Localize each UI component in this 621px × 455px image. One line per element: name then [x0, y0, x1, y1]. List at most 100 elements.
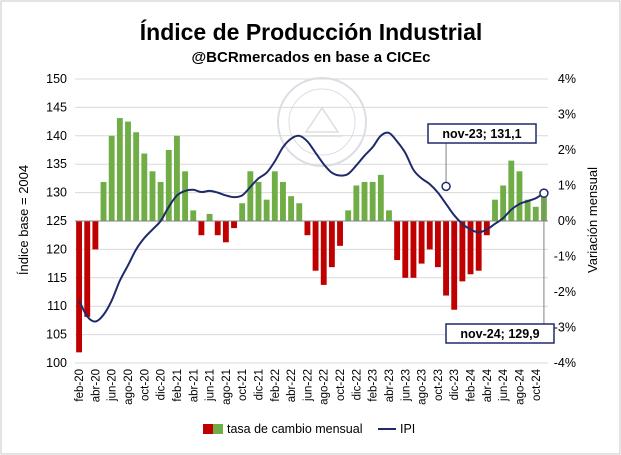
bar-abr-20: [92, 221, 99, 250]
bar-oct-21: [239, 203, 246, 221]
bar-jul-24: [508, 160, 515, 221]
bar-may-20: [100, 181, 107, 221]
left-axis-ticks: 100 105 110 115 120 125 130 135 140 145 150: [46, 72, 67, 370]
x-tick-label: oct-21: [237, 369, 249, 401]
bar-mar-20: [84, 221, 91, 317]
annotation-box: [445, 323, 555, 344]
bar-ago-20: [125, 121, 131, 221]
bar-feb-20: [76, 221, 83, 353]
annotation-box: [427, 123, 537, 144]
y-left-tick-label: 130: [46, 186, 67, 200]
x-tick-label: jun-20: [107, 369, 119, 402]
x-tick-label: feb-21: [172, 369, 184, 402]
bar-nov-23: [443, 221, 449, 296]
y-left-tick-label: 105: [46, 328, 67, 342]
x-tick-label: ago-22: [319, 369, 331, 405]
right-axis-ticks: -4% -3% -2% -1% 0% 1% 2% 3% 4%: [554, 72, 576, 370]
x-tick-label: abr-23: [384, 369, 396, 402]
y-right-tick-label: -1%: [554, 250, 576, 264]
y-axis-right-label: Variación mensual: [585, 167, 600, 273]
bar-mar-22: [280, 181, 286, 221]
bar-ene-21: [165, 150, 172, 221]
bar-ago-23: [418, 221, 425, 264]
x-tick-label: jun-23: [400, 369, 412, 402]
x-axis-ticks: feb-20 abr-20 jun-20 ago-20 oct-20 dic-20 feb-…: [74, 368, 543, 404]
x-tick-label: oct-22: [335, 369, 347, 401]
annotation-marker: [441, 181, 451, 192]
bar-jul-22: [312, 221, 319, 271]
x-tick-label: dic-21: [253, 369, 265, 400]
x-tick-label: ago-24: [514, 368, 526, 404]
y-right-tick-label: -2%: [554, 285, 576, 299]
x-tick-label: ago-23: [417, 369, 429, 405]
bar-mar-24: [475, 221, 482, 271]
bar-oct-23: [434, 221, 441, 268]
y-left-tick-label: 125: [46, 214, 67, 228]
bar-mar-21: [182, 171, 189, 221]
bar-feb-24: [467, 221, 474, 275]
bar-abr-21: [190, 210, 197, 221]
x-tick-label: abr-21: [188, 369, 200, 402]
bar-sep-24: [524, 199, 531, 221]
bar-oct-22: [337, 221, 343, 246]
bar-dic-20: [157, 181, 164, 221]
y-right-tick-label: 2%: [558, 143, 576, 157]
bar-abr-24: [483, 221, 490, 236]
bar-abr-22: [288, 196, 295, 221]
annotation-marker: [539, 188, 549, 198]
annotation-label: nov-24; 129,9: [460, 327, 539, 341]
x-tick-label: oct-20: [139, 369, 151, 401]
annotation-label: nov-23; 131,1: [442, 127, 521, 141]
bar-nov-22: [345, 210, 352, 221]
bar-oct-24: [532, 206, 539, 221]
bar-jun-21: [206, 213, 213, 221]
ipi-line: [78, 131, 545, 323]
x-tick-label: abr-24: [482, 368, 494, 402]
legend-label-bars: tasa de cambio mensual: [227, 422, 363, 436]
x-tick-label: feb-24: [466, 368, 478, 401]
bar-jun-20: [108, 135, 115, 221]
y-left-tick-label: 110: [47, 299, 67, 313]
y-right-tick-label: 3%: [558, 108, 576, 122]
bar-dic-22: [353, 185, 360, 221]
legend: tasa de cambio mensual IPI: [203, 422, 415, 436]
bar-series: [76, 118, 547, 353]
bar-sep-23: [426, 221, 433, 250]
x-tick-label: abr-20: [90, 369, 102, 402]
bar-mar-23: [377, 174, 384, 221]
bar-jul-21: [214, 221, 221, 236]
chart-title: Índice de Producción Industrial: [140, 18, 483, 45]
y-left-tick-label: 100: [46, 356, 67, 370]
bar-jul-23: [410, 221, 417, 278]
legend-swatch-negative: [203, 424, 213, 434]
bar-oct-20: [141, 153, 148, 221]
bar-jun-24: [500, 185, 507, 221]
bar-jun-23: [402, 221, 409, 278]
y-left-tick-label: 135: [46, 157, 67, 171]
bar-ago-24: [516, 171, 523, 221]
x-tick-label: jun-21: [205, 369, 217, 402]
bar-feb-22: [271, 171, 278, 221]
x-tick-label: feb-20: [74, 369, 86, 402]
line-series: [78, 131, 545, 323]
bar-may-22: [296, 203, 303, 221]
x-tick-label: oct-24: [531, 368, 543, 401]
annotations: nov-23; 131,1 nov-24; 129,9: [427, 123, 555, 344]
bar-ago-22: [320, 221, 327, 285]
y-axis-left-label: Índice base = 2004: [16, 165, 31, 275]
bar-jul-20: [116, 118, 123, 221]
x-tick-label: dic-22: [351, 369, 363, 400]
x-tick-label: feb-23: [368, 369, 380, 402]
bar-jun-22: [304, 221, 311, 236]
bar-nov-21: [247, 171, 254, 221]
bar-sep-21: [231, 221, 237, 229]
y-left-tick-label: 115: [47, 271, 67, 285]
bar-may-23: [394, 221, 401, 261]
bar-may-21: [198, 221, 205, 236]
x-tick-label: ago-20: [123, 369, 135, 405]
y-left-tick-label: 120: [46, 242, 67, 256]
y-right-tick-label: 1%: [558, 179, 576, 193]
